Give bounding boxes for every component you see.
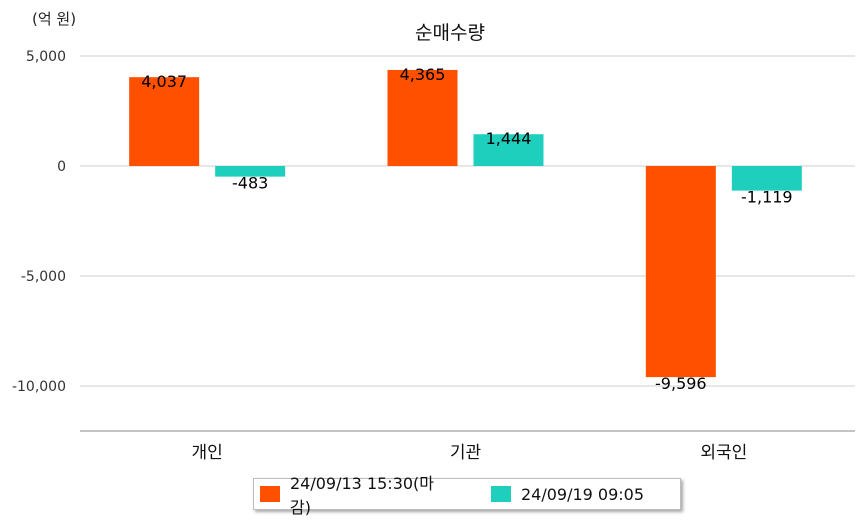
bar-1 xyxy=(129,77,200,166)
y-tick-label: -10,000 xyxy=(12,379,66,395)
data-label: -1,119 xyxy=(741,188,793,207)
legend-item-series-2[interactable]: 24/09/19 09:05 xyxy=(490,484,645,504)
data-label: -483 xyxy=(232,174,268,193)
data-label: -9,596 xyxy=(655,374,707,393)
x-tick-label: 외국인 xyxy=(700,443,747,463)
legend-swatch-series-2 xyxy=(490,486,511,502)
legend: 24/09/13 15:30(마감) 24/09/19 09:05 xyxy=(253,474,681,517)
bar-2 xyxy=(215,166,286,177)
legend-label-series-2: 24/09/19 09:05 xyxy=(520,484,645,504)
x-tick-label: 개인 xyxy=(192,443,223,463)
x-tick-label: 기관 xyxy=(450,443,481,463)
data-label: 1,444 xyxy=(486,129,532,148)
data-label: 4,037 xyxy=(141,72,187,91)
bar-chart: 5,000 0 -5,000 -10,000 개인 4,037 -483 기관 4,365 1,4… xyxy=(12,49,855,463)
y-tick-label: -5,000 xyxy=(21,269,66,285)
unit-label: (억 원) xyxy=(32,10,77,28)
data-label: 4,365 xyxy=(400,65,446,84)
legend-swatch-series-1 xyxy=(260,486,280,502)
bar-1 xyxy=(387,69,458,166)
chart-title: 순매수량 xyxy=(415,22,485,44)
bar-2 xyxy=(473,134,544,166)
legend-item-series-1[interactable]: 24/09/13 15:30(마감) xyxy=(260,470,455,518)
bar-1 xyxy=(645,166,716,378)
y-tick-label: 0 xyxy=(57,159,66,175)
legend-label-series-1: 24/09/13 15:30(마감) xyxy=(290,474,435,517)
y-tick-label: 5,000 xyxy=(26,49,66,65)
bar-2 xyxy=(731,166,802,191)
